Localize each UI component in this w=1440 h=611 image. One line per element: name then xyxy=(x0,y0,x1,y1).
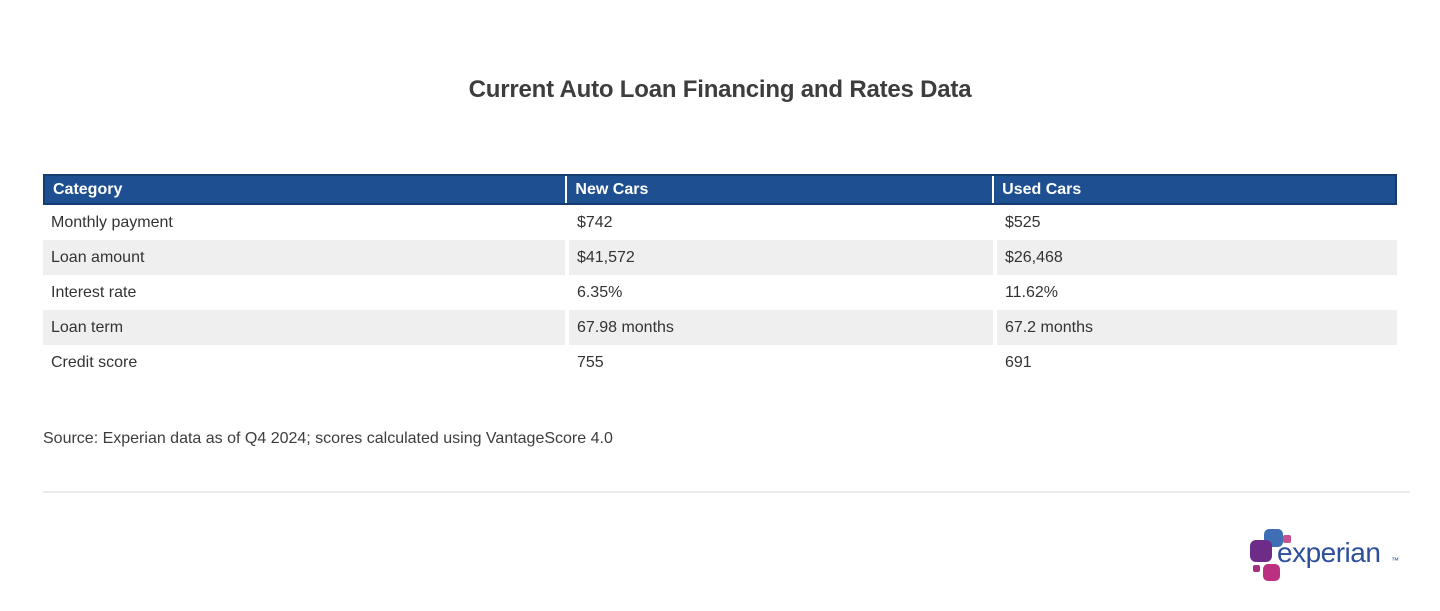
row-label: Loan term xyxy=(43,310,565,345)
cell-new-cars: 67.98 months xyxy=(564,310,993,345)
spot-magenta-dot-icon xyxy=(1253,565,1260,572)
column-header-category: Category xyxy=(53,181,123,198)
table-row: Loan amount $41,572 $26,468 xyxy=(43,240,1397,275)
cell-used-cars: 67.2 months xyxy=(992,310,1397,345)
cell-used-cars: 691 xyxy=(992,345,1397,380)
auto-loan-table: Category New Cars Used Cars Monthly paym… xyxy=(43,174,1397,380)
row-label: Credit score xyxy=(43,345,565,380)
experian-logo: experian ™ xyxy=(1247,524,1399,586)
source-note: Source: Experian data as of Q4 2024; sco… xyxy=(43,430,613,447)
spot-magenta-square-icon xyxy=(1263,564,1280,581)
table-row: Interest rate 6.35% 11.62% xyxy=(43,275,1397,310)
table-row: Loan term 67.98 months 67.2 months xyxy=(43,310,1397,345)
divider-line xyxy=(43,491,1410,493)
column-header-new-cars: New Cars xyxy=(565,176,992,203)
table-header-row: Category New Cars Used Cars xyxy=(43,174,1397,205)
cell-new-cars: 6.35% xyxy=(564,275,993,310)
table-row: Monthly payment $742 $525 xyxy=(43,205,1397,240)
experian-spot-icon xyxy=(1247,526,1291,582)
cell-used-cars: $26,468 xyxy=(992,240,1397,275)
column-header-used-cars: Used Cars xyxy=(992,176,1395,203)
experian-wordmark: experian xyxy=(1277,537,1381,568)
page-title: Current Auto Loan Financing and Rates Da… xyxy=(468,76,972,103)
row-label: Interest rate xyxy=(43,275,565,310)
trademark-symbol: ™ xyxy=(1391,556,1399,565)
cell-used-cars: 11.62% xyxy=(992,275,1397,310)
spot-pink-square-icon xyxy=(1283,535,1291,543)
table-row: Credit score 755 691 xyxy=(43,345,1397,380)
cell-new-cars: $41,572 xyxy=(564,240,993,275)
row-label: Monthly payment xyxy=(43,205,565,240)
cell-new-cars: 755 xyxy=(564,345,993,380)
spot-purple-square-icon xyxy=(1250,540,1272,562)
row-label: Loan amount xyxy=(43,240,565,275)
cell-used-cars: $525 xyxy=(992,205,1397,240)
cell-new-cars: $742 xyxy=(564,205,993,240)
